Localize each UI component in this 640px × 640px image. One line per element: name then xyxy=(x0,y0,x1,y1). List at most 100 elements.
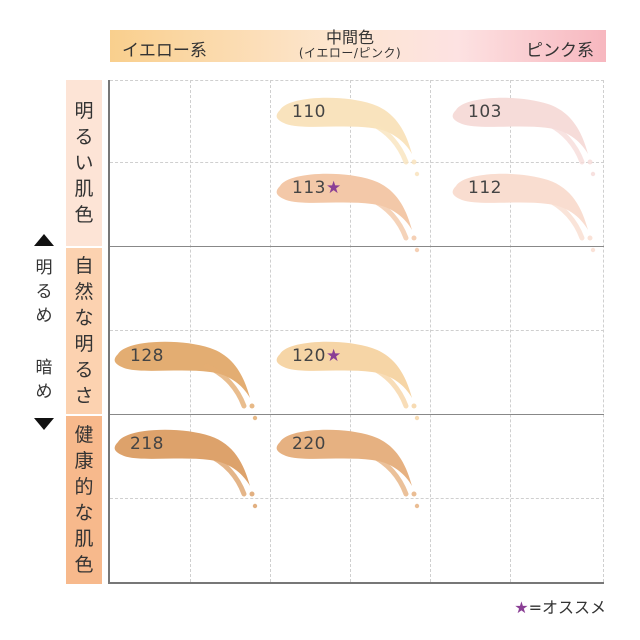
swatch-streak xyxy=(203,363,247,409)
swatch-dot xyxy=(252,415,258,421)
row-label-char: 健 xyxy=(74,424,94,446)
row-label-char: 的 xyxy=(74,476,94,498)
swatch-code-label: 218 xyxy=(130,434,164,454)
swatch-dot xyxy=(590,171,596,177)
swatch-code-number: 128 xyxy=(130,346,164,366)
header-middle-sublabel: (イエロー/ピンク) xyxy=(298,46,402,60)
side-label-char: 明 xyxy=(35,258,53,278)
star-icon: ★ xyxy=(325,178,342,198)
swatch-dot xyxy=(587,159,593,165)
side-label-darker: 暗め xyxy=(32,356,56,404)
row-label-char: 康 xyxy=(74,450,94,472)
shade-swatch-128: 128 xyxy=(110,336,270,426)
row-label-char: さ xyxy=(74,385,94,407)
row-label-bright: 明るい肌色 xyxy=(66,80,102,246)
swatch-code-label: 112 xyxy=(468,178,502,198)
arrow-down-icon xyxy=(34,418,54,430)
swatch-dot xyxy=(411,403,417,409)
swatch-smear-shape xyxy=(114,341,250,398)
swatch-code-number: 112 xyxy=(468,178,502,198)
swatch-smear xyxy=(276,429,420,509)
swatch-streak xyxy=(365,119,409,165)
swatch-dot xyxy=(411,159,417,165)
swatch-streak xyxy=(365,195,409,241)
swatch-code-number: 218 xyxy=(130,434,164,454)
swatch-code-number: 103 xyxy=(468,102,502,122)
swatch-dot xyxy=(590,247,596,253)
swatch-smear-shape xyxy=(276,429,412,486)
row-label-char: 色 xyxy=(74,204,94,226)
swatch-code-number: 220 xyxy=(292,434,326,454)
swatch-dot xyxy=(252,503,258,509)
row-label-char: る xyxy=(74,126,94,148)
swatch-streak xyxy=(365,363,409,409)
swatch-smear xyxy=(114,429,258,509)
shade-swatch-218: 218 xyxy=(110,424,270,514)
row-label-char: 色 xyxy=(74,554,94,576)
row-label-char: 肌 xyxy=(74,178,94,200)
side-label-char: め xyxy=(35,382,53,402)
row-label-char: な xyxy=(74,307,94,329)
header-middle-label: 中間色 xyxy=(325,28,374,47)
swatch-smear xyxy=(276,173,420,253)
header-gradient-bar xyxy=(110,30,606,62)
row-label-char: 自 xyxy=(74,255,94,277)
side-label-char: 暗 xyxy=(35,358,53,378)
header-pink-label: ピンク系 xyxy=(526,41,594,61)
shade-swatch-120: 120★ xyxy=(272,336,432,426)
side-label-char: る xyxy=(35,282,53,302)
swatch-code-number: 110 xyxy=(292,102,326,122)
swatch-dot xyxy=(414,247,420,253)
swatch-dot xyxy=(414,415,420,421)
swatch-dot xyxy=(411,491,417,497)
shade-grid xyxy=(108,80,604,584)
swatch-dot xyxy=(249,491,255,497)
legend: ★=オススメ xyxy=(514,594,606,618)
swatch-streak xyxy=(365,451,409,497)
swatch-dot xyxy=(414,171,420,177)
star-icon: ★ xyxy=(325,346,342,366)
swatch-code-label: 110 xyxy=(292,102,326,122)
swatch-dot xyxy=(587,235,593,241)
swatch-code-number: 120 xyxy=(292,346,326,366)
swatch-smear xyxy=(452,97,596,177)
row-label-healthy: 健康的な肌色 xyxy=(66,416,102,584)
swatch-streak xyxy=(203,451,247,497)
row-label-natural: 自然な明るさ xyxy=(66,248,102,414)
arrow-up-icon xyxy=(34,234,54,246)
row-label-char: い xyxy=(74,152,94,174)
swatch-smear-shape xyxy=(276,341,412,398)
swatch-code-label: 103 xyxy=(468,102,502,122)
swatch-code-label: 120★ xyxy=(292,346,342,366)
row-label-char: 明 xyxy=(74,333,94,355)
swatch-smear-shape xyxy=(452,97,588,154)
swatch-streak xyxy=(541,195,585,241)
swatch-code-label: 128 xyxy=(130,346,164,366)
row-label-char: 肌 xyxy=(74,528,94,550)
swatch-code-number: 113 xyxy=(292,178,326,198)
swatch-smear xyxy=(276,97,420,177)
swatch-dot xyxy=(249,403,255,409)
shade-swatch-103: 103 xyxy=(448,92,608,182)
swatch-dot xyxy=(414,503,420,509)
shade-swatch-110: 110 xyxy=(272,92,432,182)
swatch-smear-shape xyxy=(276,173,412,230)
shade-swatch-112: 112 xyxy=(448,168,608,258)
swatch-smear xyxy=(452,173,596,253)
swatch-smear-shape xyxy=(276,97,412,154)
shade-swatch-220: 220 xyxy=(272,424,432,514)
swatch-streak xyxy=(541,119,585,165)
side-label-char: め xyxy=(35,306,53,326)
legend-text: =オススメ xyxy=(528,598,606,617)
swatch-smear xyxy=(276,341,420,421)
swatch-smear-shape xyxy=(452,173,588,230)
header-yellow-label: イエロー系 xyxy=(122,41,207,61)
star-icon: ★ xyxy=(514,598,529,617)
shade-swatch-113: 113★ xyxy=(272,168,432,258)
swatch-dot xyxy=(411,235,417,241)
swatch-code-label: 113★ xyxy=(292,178,342,198)
swatch-code-label: 220 xyxy=(292,434,326,454)
row-label-char: 明 xyxy=(74,100,94,122)
swatch-smear-shape xyxy=(114,429,250,486)
row-label-char: な xyxy=(74,502,94,524)
